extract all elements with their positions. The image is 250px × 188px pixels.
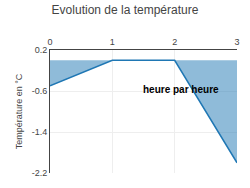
svg-text:-1.4: -1.4 — [32, 127, 48, 137]
svg-text:3: 3 — [234, 37, 239, 47]
svg-text:-0.6: -0.6 — [32, 86, 48, 96]
svg-text:1: 1 — [110, 37, 115, 47]
svg-text:Température en °C: Température en °C — [14, 73, 24, 149]
svg-text:heure par heure: heure par heure — [143, 84, 219, 95]
svg-text:2: 2 — [172, 37, 177, 47]
svg-text:-2.2: -2.2 — [32, 168, 48, 178]
svg-text:Evolution de la température: Evolution de la température — [52, 3, 199, 17]
svg-text:0: 0 — [47, 37, 52, 47]
svg-text:0.2: 0.2 — [35, 45, 48, 55]
